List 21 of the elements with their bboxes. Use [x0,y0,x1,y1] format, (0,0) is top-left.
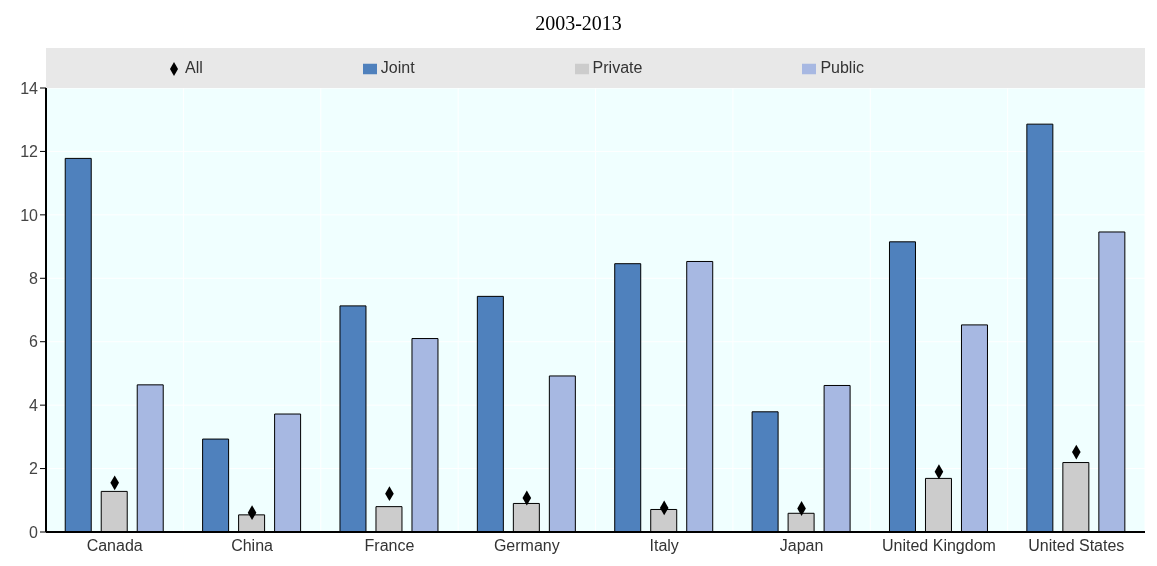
legend-label: All [185,59,203,76]
y-tick-label: 8 [29,269,39,287]
x-tick-label: Italy [649,537,679,555]
x-tick-label: France [364,537,415,555]
legend-label: Private [592,59,643,76]
y-tick-label: 6 [29,333,39,351]
x-tick-label: United States [1028,537,1125,555]
y-tick-label: 12 [20,143,39,161]
x-tick-label: Japan [779,537,824,555]
x-tick-label: Germany [493,537,560,555]
chart-title: 2003-2013 [534,11,623,36]
y-tick-label: 0 [29,523,39,541]
x-tick-label: China [231,537,274,555]
y-tick-label: 14 [20,79,39,97]
x-tick-label: Canada [86,537,143,555]
legend-label: Public [820,59,864,76]
y-tick-label: 10 [20,206,39,224]
y-tick-label: 2 [29,460,39,478]
legend-label: Joint [380,59,415,76]
y-tick-label: 4 [29,396,39,414]
x-tick-label: United Kingdom [882,537,996,555]
